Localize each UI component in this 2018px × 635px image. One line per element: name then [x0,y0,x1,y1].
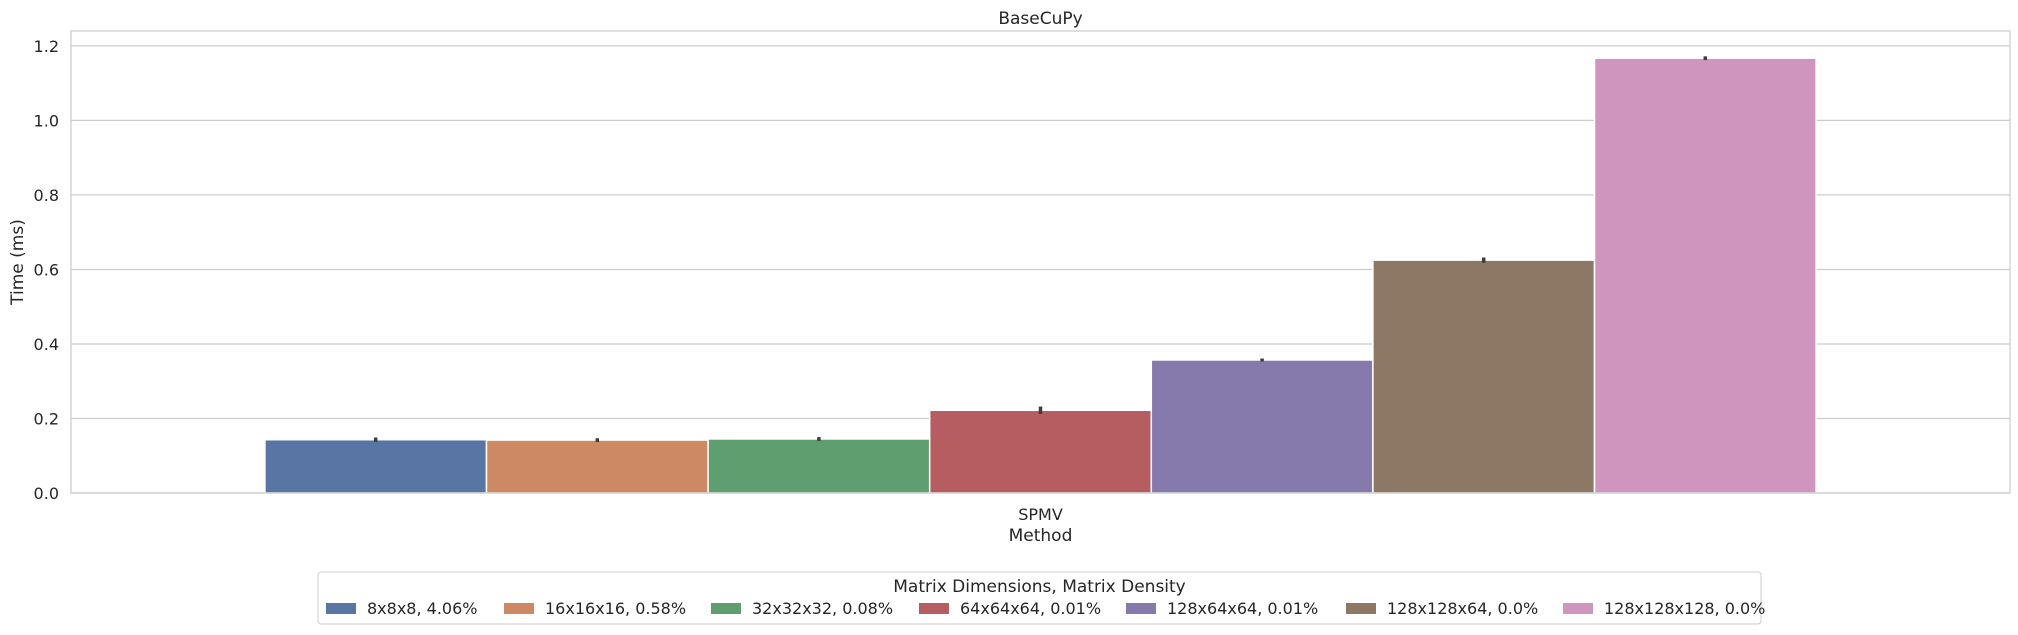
legend-label: 32x32x32, 0.08% [752,599,893,618]
x-axis-label: Method [1009,526,1073,546]
legend-label: 64x64x64, 0.01% [960,599,1101,618]
legend-label: 16x16x16, 0.58% [545,599,686,618]
legend-swatch [504,603,534,614]
legend-label: 128x64x64, 0.01% [1167,599,1318,618]
legend-swatch [711,603,741,614]
bar [1372,259,1596,494]
bar [707,438,931,494]
legend-box [317,571,1762,625]
y-tick-label: 0.6 [34,260,59,279]
legend-swatch [1126,603,1156,614]
legend-label: 128x128x128, 0.0% [1604,599,1765,618]
legend-swatch [1346,603,1376,614]
bar [928,409,1153,494]
legend-label: 128x128x64, 0.0% [1387,599,1538,618]
bars [264,56,1817,494]
legend-items: 8x8x8, 4.06% 16x16x16, 0.58% 32x32x32, 0.0… [326,599,1765,618]
legend-swatch [919,603,949,614]
legend-swatch [326,603,356,614]
y-tick-label: 0.2 [34,409,59,428]
bar [264,438,488,494]
legend: Matrix Dimensions, Matrix Density 8x8x8,… [317,571,1765,625]
chart-title: BaseCuPy [998,9,1082,29]
gridlines [71,45,2010,494]
y-tick-label: 1.0 [34,111,59,130]
legend-label: 8x8x8, 4.06% [367,599,477,618]
y-tick-label: 1.2 [34,37,59,56]
bar [1150,359,1374,494]
x-tick-labels: SPMV [1018,505,1063,524]
bar [485,439,709,494]
y-axis-label: Time (ms) [8,219,28,306]
y-tick-label: 0.0 [34,484,59,503]
legend-title: Matrix Dimensions, Matrix Density [893,577,1186,597]
x-tick-label: SPMV [1018,505,1063,524]
y-tick-label: 0.8 [34,186,59,205]
y-tick-labels: 0.0 0.2 0.4 0.6 0.8 1.0 1.2 [34,37,59,503]
plot-frame [70,30,2011,494]
bar [1593,57,1817,494]
legend-swatch [1563,603,1593,614]
y-tick-label: 0.4 [34,335,59,354]
